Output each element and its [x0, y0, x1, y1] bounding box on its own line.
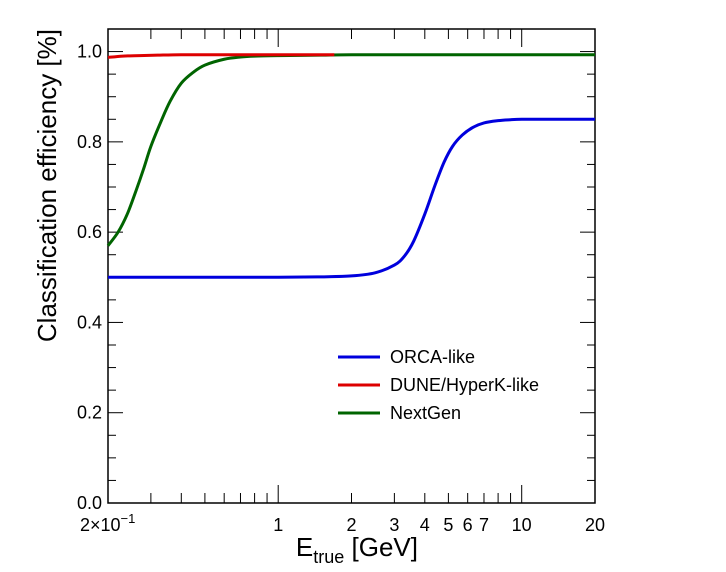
series-line-orca-like	[108, 117, 595, 279]
x-tick-label: 4	[420, 515, 430, 535]
legend-label-nextgen: NextGen	[390, 403, 461, 423]
x-tick-label: 2×10−1	[80, 511, 135, 535]
series-line-dune-hyperk-like	[107, 53, 335, 59]
legend-label-dune-hyperk-like: DUNE/HyperK-like	[390, 375, 539, 395]
x-axis-title: Etrue [GeV]	[296, 532, 418, 567]
y-tick-label: 0.8	[77, 132, 102, 152]
x-tick-label: 20	[585, 515, 605, 535]
plot-frame	[107, 28, 596, 504]
x-tick-label: 1	[273, 515, 283, 535]
legend-label-orca-like: ORCA-like	[390, 347, 475, 367]
x-tick-label: 3	[389, 515, 399, 535]
x-tick-label: 2	[346, 515, 356, 535]
y-tick-label: 0.4	[77, 312, 102, 332]
y-tick-label: 1.0	[77, 42, 102, 62]
x-tick-label: 7	[479, 515, 489, 535]
y-tick-label: 0.0	[77, 493, 102, 513]
x-tick-label: 6	[463, 515, 473, 535]
y-tick-label: 0.6	[77, 222, 102, 242]
x-tick-label: 10	[512, 515, 532, 535]
x-tick-label: 5	[443, 515, 453, 535]
y-tick-label: 0.2	[77, 403, 102, 423]
series-line-nextgen	[106, 53, 595, 247]
y-axis-title: Classification efficiency [%]	[32, 29, 62, 342]
